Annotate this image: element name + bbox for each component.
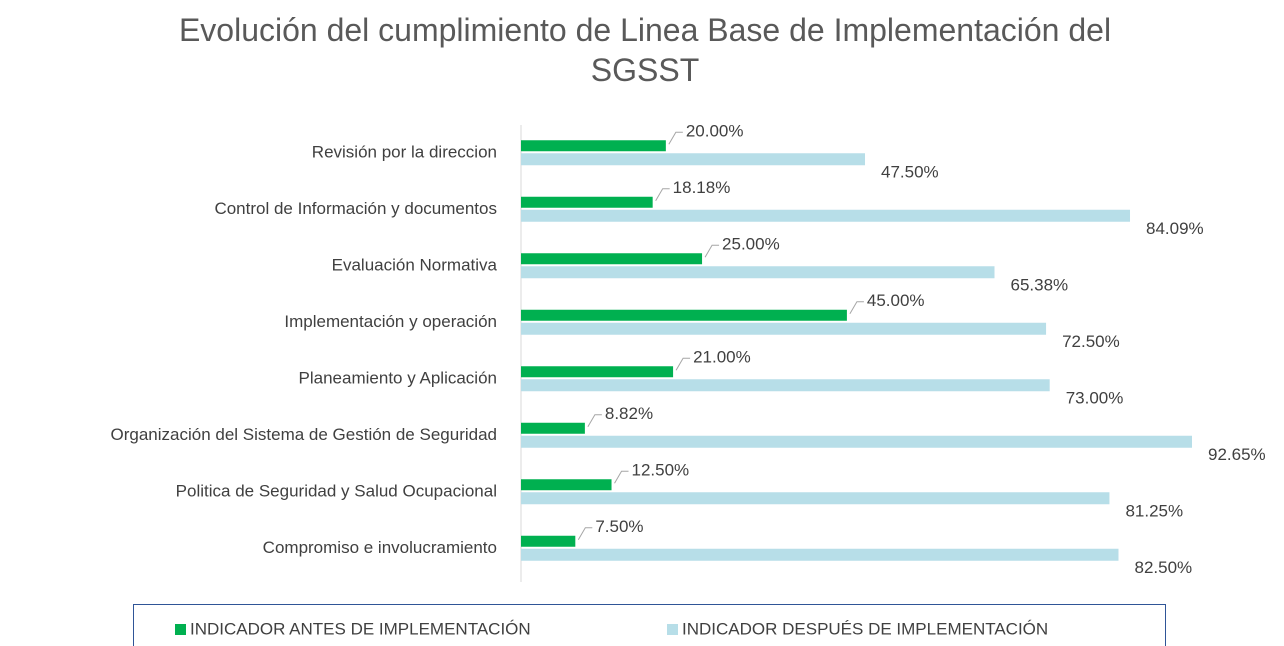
data-label: 65.38% [1011, 276, 1069, 295]
bar [521, 548, 1119, 561]
bar [521, 422, 585, 434]
data-label: 8.82% [605, 404, 653, 423]
leader-line [668, 131, 683, 145]
data-label: 73.00% [1066, 389, 1124, 408]
data-label: 7.50% [595, 517, 643, 536]
bar [521, 479, 612, 491]
bar [521, 253, 703, 265]
data-label: 84.09% [1146, 219, 1204, 238]
leader-line [655, 188, 670, 202]
bar [521, 435, 1192, 448]
data-label: 20.00% [686, 122, 744, 141]
data-label: 21.00% [693, 348, 751, 367]
leader-line [704, 244, 720, 258]
data-label: 47.50% [881, 163, 939, 182]
bar [521, 492, 1110, 505]
bar [521, 366, 674, 378]
data-label: 18.18% [673, 178, 731, 197]
y-tick-label: Evaluación Normativa [332, 256, 498, 275]
data-label: 82.50% [1134, 558, 1192, 577]
bar [521, 266, 995, 279]
data-label: 81.25% [1125, 502, 1183, 521]
bar [521, 322, 1047, 335]
y-tick-label: Organización del Sistema de Gestión de S… [110, 425, 497, 444]
leader-line [587, 414, 602, 428]
legend-swatch [175, 624, 186, 635]
leader-line [849, 301, 864, 315]
y-tick-label: Revisión por la direccion [312, 143, 497, 162]
y-tick-label: Politica de Seguridad y Salud Ocupaciona… [176, 482, 497, 501]
leader-line [577, 527, 593, 541]
y-tick-label: Planeamiento y Aplicación [299, 369, 497, 388]
bar [521, 140, 666, 152]
bar [521, 196, 653, 208]
leader-line [675, 357, 691, 371]
bar [521, 153, 866, 166]
bar [521, 209, 1131, 222]
bar [521, 379, 1050, 392]
data-label: 45.00% [867, 291, 925, 310]
legend-label: INDICADOR ANTES DE IMPLEMENTACIÓN [190, 619, 531, 638]
bar [521, 309, 847, 321]
legend-box [133, 604, 1166, 646]
data-label: 72.50% [1062, 332, 1120, 351]
y-tick-label: Control de Información y documentos [214, 199, 497, 218]
legend-label: INDICADOR DESPUÉS DE IMPLEMENTACIÓN [682, 619, 1048, 638]
legend-swatch [667, 624, 678, 635]
bar [521, 535, 576, 547]
data-label: 25.00% [722, 235, 780, 254]
y-tick-label: Implementación y operación [284, 312, 497, 331]
y-tick-label: Compromiso e involucramiento [263, 538, 497, 557]
data-label: 12.50% [632, 461, 690, 480]
data-label: 92.65% [1208, 445, 1266, 464]
chart-title: Evolución del cumplimiento de Linea Base… [178, 12, 1112, 88]
leader-line [614, 470, 629, 484]
